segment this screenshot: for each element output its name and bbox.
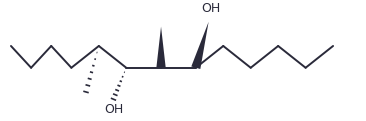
Text: OH: OH <box>201 2 220 15</box>
Polygon shape <box>156 27 166 68</box>
Text: OH: OH <box>104 103 123 116</box>
Polygon shape <box>191 22 209 69</box>
